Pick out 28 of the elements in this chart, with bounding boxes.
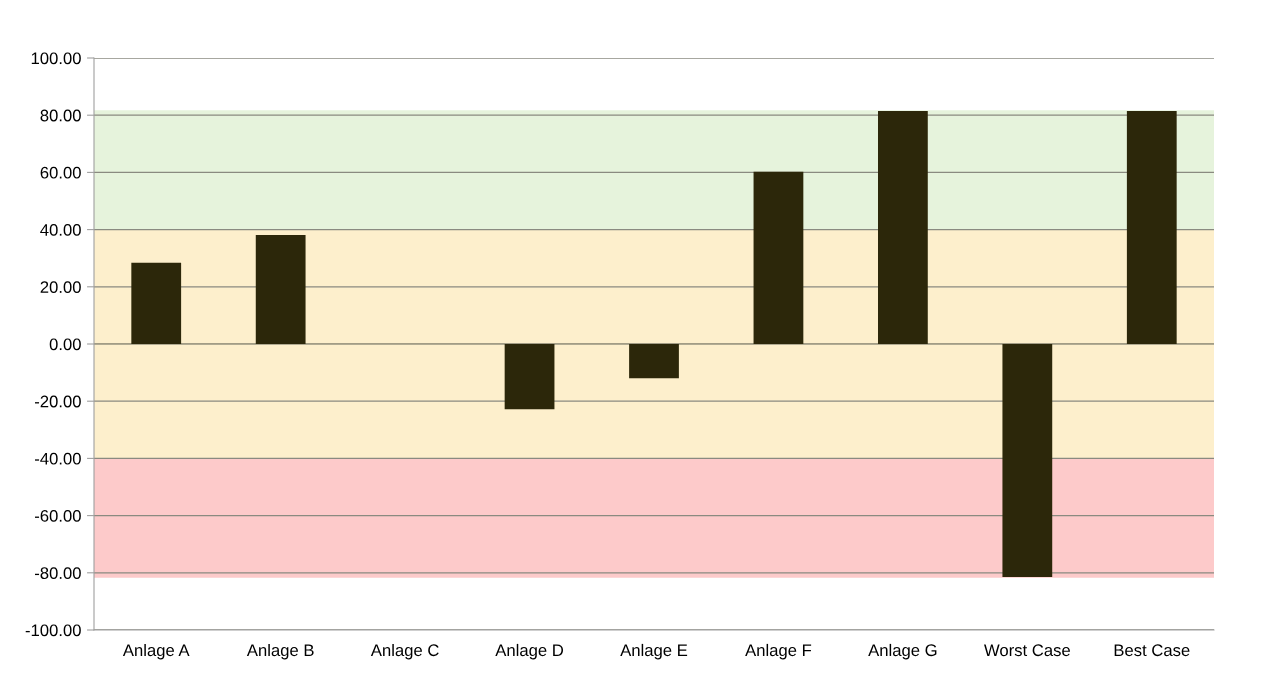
y-tick-label: -100.00 <box>25 624 81 637</box>
x-tick-label: Anlage E <box>620 643 688 660</box>
x-tick-label: Best Case <box>1114 644 1190 657</box>
bar <box>878 110 928 344</box>
y-tick-label: 40.00 <box>40 224 81 236</box>
y-tick-label: 100.00 <box>31 52 81 65</box>
y-tick-label: -60.00 <box>34 510 81 522</box>
y-tick-label: -40.00 <box>34 452 81 465</box>
bar <box>629 344 679 379</box>
x-tick-label: Anlage F <box>745 643 812 660</box>
y-tick-label: -80.00 <box>34 567 81 579</box>
bar <box>131 262 182 344</box>
bar <box>753 171 804 344</box>
x-tick-label: Anlage G <box>868 643 937 660</box>
x-tick-label: Worst Case <box>984 644 1070 657</box>
bar <box>1002 344 1053 578</box>
x-tick-label: Anlage C <box>370 643 439 660</box>
x-tick-label: Anlage B <box>246 643 314 660</box>
x-tick-label: Anlage D <box>495 643 564 660</box>
y-tick-label: 80.00 <box>40 109 81 122</box>
y-tick-label: 0.00 <box>49 338 81 351</box>
bar <box>1126 110 1177 344</box>
x-tick-label: Anlage A <box>122 643 190 660</box>
y-tick-label: 20.00 <box>40 281 81 293</box>
y-tick-label: 60.00 <box>40 166 81 179</box>
y-tick-label: -20.00 <box>34 395 81 408</box>
bar <box>255 235 306 344</box>
bar <box>504 344 555 410</box>
